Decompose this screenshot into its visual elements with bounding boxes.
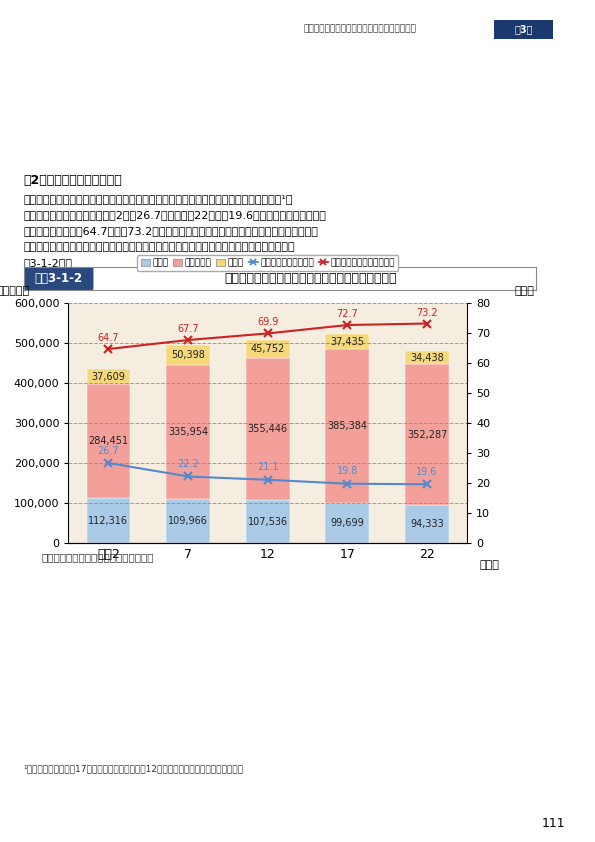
Bar xyxy=(86,498,130,543)
Text: 21.1: 21.1 xyxy=(257,462,278,472)
Text: 三次産業の割合は、64.7％から73.2％まで上昇しており、製造業を中心とした第二次産業か: 三次産業の割合は、64.7％から73.2％まで上昇しており、製造業を中心とした第… xyxy=(24,226,319,236)
Bar xyxy=(86,385,130,498)
Text: 73.2: 73.2 xyxy=(416,307,438,317)
Text: 111: 111 xyxy=(541,817,565,829)
Text: 284,451: 284,451 xyxy=(89,436,129,446)
Text: 我が国の産業構造について、内閣府『国民経済計算』の名目国内総生産ベースの結果¹で: 我が国の産業構造について、内閣府『国民経済計算』の名目国内総生産ベースの結果¹で xyxy=(24,194,293,204)
Text: 107,536: 107,536 xyxy=(248,517,288,526)
Text: （2）産業構造の変化の影響: （2）産業構造の変化の影響 xyxy=(24,173,123,187)
Bar xyxy=(405,505,449,543)
Text: 67.7: 67.7 xyxy=(177,324,199,334)
Text: 19.6: 19.6 xyxy=(416,466,438,477)
Text: 99,699: 99,699 xyxy=(331,518,364,528)
Bar xyxy=(405,350,449,365)
Bar xyxy=(166,499,210,543)
Text: 355,446: 355,446 xyxy=(248,424,288,434)
Text: る: る xyxy=(564,376,569,385)
Text: 26.7: 26.7 xyxy=(98,445,119,456)
Text: 関: 関 xyxy=(564,330,569,339)
Bar xyxy=(325,349,369,504)
Text: 50,398: 50,398 xyxy=(171,349,205,360)
Text: 22.2: 22.2 xyxy=(177,459,199,469)
Bar xyxy=(166,344,210,365)
Text: 低・未利用地の有効利用による地域振興の向上: 低・未利用地の有効利用による地域振興の向上 xyxy=(303,24,416,33)
Bar xyxy=(24,267,93,290)
Text: 地: 地 xyxy=(564,285,569,295)
Text: 34,438: 34,438 xyxy=(410,353,444,363)
Text: 64.7: 64.7 xyxy=(98,333,119,343)
Text: 我が国の産業構造の推移（名目国内総生産ベース）: 我が国の産業構造の推移（名目国内総生産ベース） xyxy=(224,272,397,285)
Bar xyxy=(166,365,210,499)
Text: 45,752: 45,752 xyxy=(250,344,285,354)
Bar xyxy=(246,358,290,500)
Bar xyxy=(93,268,95,290)
Text: 37,435: 37,435 xyxy=(330,337,364,347)
Bar xyxy=(86,370,130,385)
Bar xyxy=(246,500,290,543)
Bar xyxy=(325,504,369,543)
Text: 352,287: 352,287 xyxy=(407,430,447,440)
Text: ¹平拐７年以降は平拐17年基準、平拐２年は平拐12年基準であり、一部概念が異なる。: ¹平拐７年以降は平拐17年基準、平拐２年は平拐12年基準であり、一部概念が異なる… xyxy=(24,765,244,774)
Text: 動: 動 xyxy=(564,398,569,407)
Text: 335,954: 335,954 xyxy=(168,427,208,437)
Text: に: に xyxy=(564,308,569,317)
Text: ら、サービス業を中心とする第三次産業へとシェアのシフトが進んでいることが分かる（図: ら、サービス業を中心とする第三次産業へとシェアのシフトが進んでいることが分かる（… xyxy=(24,242,296,252)
Text: 94,333: 94,333 xyxy=(410,520,444,530)
Bar xyxy=(246,339,290,358)
Legend: 製造業, 第三次産業, その他, 製造業の割合（右軸）, 第三次産業の割合（右軸）: 製造業, 第三次産業, その他, 製造業の割合（右軸）, 第三次産業の割合（右軸… xyxy=(137,255,399,271)
Text: 69.9: 69.9 xyxy=(257,317,278,328)
Text: 385,384: 385,384 xyxy=(327,421,367,431)
Text: 向: 向 xyxy=(564,420,569,429)
Text: 72.7: 72.7 xyxy=(337,309,358,319)
Text: 112,316: 112,316 xyxy=(89,515,129,525)
Text: 19.8: 19.8 xyxy=(337,466,358,477)
Text: （％）: （％） xyxy=(515,286,535,296)
Text: 見ると、製造業の割合は、平成2年の26.7％から平拐22年には19.6％に低下した。一方、第: 見ると、製造業の割合は、平成2年の26.7％から平拐22年には19.6％に低下し… xyxy=(24,210,327,220)
Text: す: す xyxy=(564,353,569,362)
Text: 37,609: 37,609 xyxy=(92,372,126,382)
Text: 図表3-1-2: 図表3-1-2 xyxy=(34,272,82,285)
Text: （十億円）: （十億円） xyxy=(0,286,30,296)
Bar xyxy=(325,334,369,349)
Text: 第3章: 第3章 xyxy=(514,24,533,35)
Text: 109,966: 109,966 xyxy=(168,516,208,526)
Bar xyxy=(405,365,449,505)
Text: 土: 土 xyxy=(564,263,569,272)
Text: 表3-1-2）。: 表3-1-2）。 xyxy=(24,258,73,268)
Text: 資料：内閣府『国民経済計算』より作成: 資料：内閣府『国民経済計算』より作成 xyxy=(42,552,154,562)
Text: （年）: （年） xyxy=(479,560,499,570)
